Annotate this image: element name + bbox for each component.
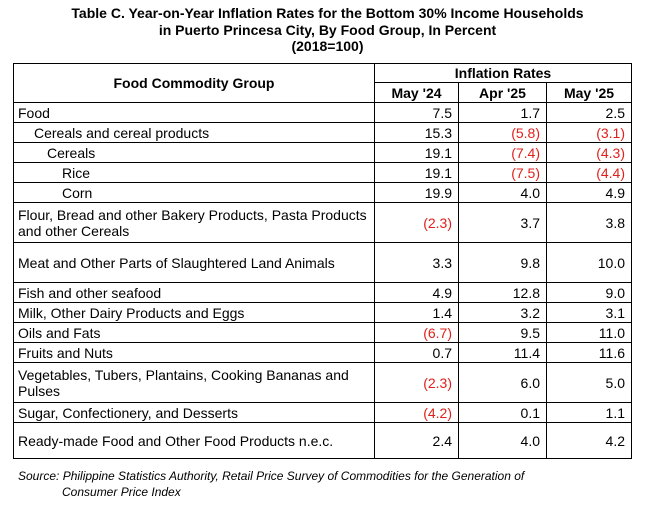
food-group-label: Food [13, 102, 375, 123]
table-row: Sugar, Confectionery, and Desserts (4.2) 0… [13, 402, 632, 423]
rate-cell: (4.3) [546, 142, 632, 163]
food-group-label: Fish and other seafood [13, 282, 375, 303]
rate-cell: (6.7) [374, 322, 459, 343]
table-row: Meat and Other Parts of Slaughtered Land… [13, 242, 632, 283]
rate-cell: (2.3) [374, 202, 459, 243]
food-group-label: Cereals and cereal products [13, 122, 375, 143]
food-group-label: Sugar, Confectionery, and Desserts [13, 402, 375, 423]
rate-cell: (2.3) [374, 362, 459, 403]
rate-cell: 3.2 [458, 302, 547, 323]
food-group-label: Fruits and Nuts [13, 342, 375, 363]
food-group-label: Cereals [13, 142, 375, 163]
food-group-label: Milk, Other Dairy Products and Eggs [13, 302, 375, 323]
source-line-1: Source: Philippine Statistics Authority,… [18, 469, 525, 483]
food-group-label: Rice [13, 162, 375, 183]
table-row: Fish and other seafood 4.9 12.8 9.0 [13, 282, 632, 303]
rate-cell: 11.0 [546, 322, 632, 343]
inflation-rates-header: Inflation Rates [374, 63, 632, 83]
table-row: Corn 19.9 4.0 4.9 [13, 182, 632, 203]
food-group-label: Oils and Fats [13, 322, 375, 343]
rate-cell: 7.5 [374, 102, 459, 123]
rate-cell: 15.3 [374, 122, 459, 143]
rate-cell: 4.2 [546, 422, 632, 459]
rate-cell: 4.0 [458, 422, 547, 459]
column-header: May '25 [546, 82, 632, 103]
rate-cell: 9.5 [458, 322, 547, 343]
rate-cell: 3.8 [546, 202, 632, 243]
rate-cell: 9.0 [546, 282, 632, 303]
food-commodity-group-header: Food Commodity Group [13, 63, 375, 103]
table-row: Ready-made Food and Other Food Products … [13, 422, 632, 459]
source-note: Source: Philippine Statistics Authority,… [18, 469, 638, 500]
rate-cell: 4.9 [546, 182, 632, 203]
rate-cell: (4.4) [546, 162, 632, 183]
rate-cell: 11.6 [546, 342, 632, 363]
table-row: Flour, Bread and other Bakery Products, … [13, 202, 632, 243]
rate-cell: (7.4) [458, 142, 547, 163]
rate-cell: 1.1 [546, 402, 632, 423]
table-row: Cereals 19.1 (7.4) (4.3) [13, 142, 632, 163]
rate-cell: 5.0 [546, 362, 632, 403]
table-row: Vegetables, Tubers, Plantains, Cooking B… [13, 362, 632, 403]
rate-cell: (4.2) [374, 402, 459, 423]
rate-cell: 2.4 [374, 422, 459, 459]
rate-cell: 11.4 [458, 342, 547, 363]
title-line-1: Table C. Year-on-Year Inflation Rates fo… [71, 5, 584, 21]
table-row: Cereals and cereal products 15.3 (5.8) (3.1… [13, 122, 632, 143]
rate-cell: 1.7 [458, 102, 547, 123]
rate-cell: (5.8) [458, 122, 547, 143]
rate-cell: 0.7 [374, 342, 459, 363]
table-body: Food 7.5 1.7 2.5 Cereals and cereal products… [13, 102, 632, 459]
rate-cell: (7.5) [458, 162, 547, 183]
rate-cell: 3.3 [374, 242, 459, 283]
rate-cell: 6.0 [458, 362, 547, 403]
title-line-2: in Puerto Princesa City, By Food Group, … [158, 21, 497, 38]
table-row: Food 7.5 1.7 2.5 [13, 102, 632, 123]
rate-cell: 4.9 [374, 282, 459, 303]
table-row: Oils and Fats (6.7) 9.5 11.0 [13, 322, 632, 343]
table-row: Fruits and Nuts 0.7 11.4 11.6 [13, 342, 632, 363]
table-row: Rice 19.1 (7.5) (4.4) [13, 162, 632, 183]
rate-cell: 12.8 [458, 282, 547, 303]
table-row: Milk, Other Dairy Products and Eggs 1.4 3.… [13, 302, 632, 323]
rate-cell: 19.1 [374, 142, 459, 163]
rate-cell: 4.0 [458, 182, 547, 203]
column-header: Apr '25 [458, 82, 547, 103]
rate-cell: 3.1 [546, 302, 632, 323]
food-group-label: Ready-made Food and Other Food Products … [13, 422, 375, 459]
rate-cell: 10.0 [546, 242, 632, 283]
rate-cell: 3.7 [458, 202, 547, 243]
column-header: May '24 [374, 82, 459, 103]
table-title: Table C. Year-on-Year Inflation Rates fo… [0, 5, 655, 55]
rate-cell: 9.8 [458, 242, 547, 283]
rate-cell: 0.1 [458, 402, 547, 423]
rate-cell: 19.1 [374, 162, 459, 183]
source-line-2: Consumer Price Index [62, 484, 181, 499]
inflation-table: Food Commodity Group Inflation Rates May… [13, 63, 632, 459]
title-line-3: (2018=100) [291, 38, 364, 54]
rate-cell: 1.4 [374, 302, 459, 323]
rate-cell: (3.1) [546, 122, 632, 143]
food-group-label: Vegetables, Tubers, Plantains, Cooking B… [13, 362, 375, 403]
rate-cell: 19.9 [374, 182, 459, 203]
food-group-label: Flour, Bread and other Bakery Products, … [13, 202, 375, 243]
rate-cell: 2.5 [546, 102, 632, 123]
food-group-label: Meat and Other Parts of Slaughtered Land… [13, 242, 375, 283]
food-group-label: Corn [13, 182, 375, 203]
